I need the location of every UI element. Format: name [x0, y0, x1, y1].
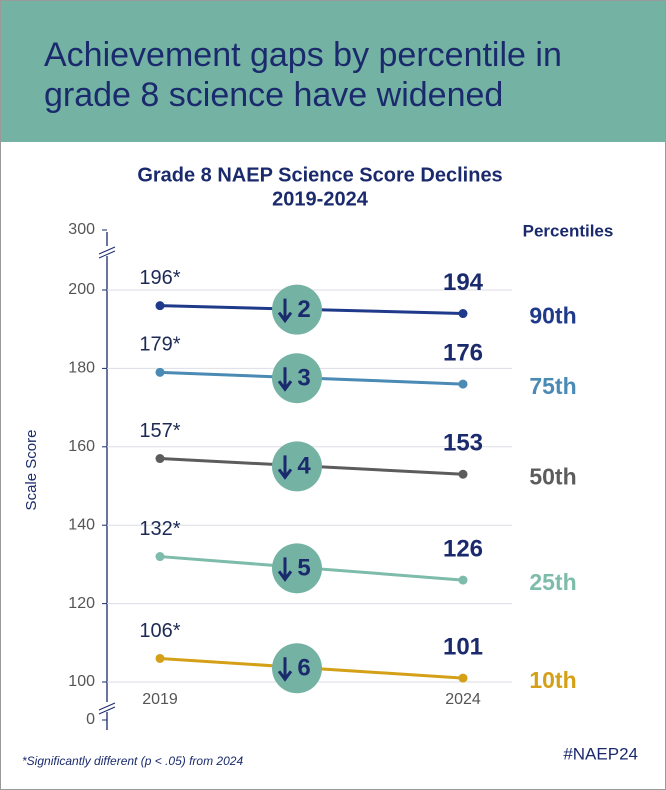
y-tick-label: 140	[68, 516, 95, 533]
data-point	[155, 367, 165, 377]
data-point	[155, 653, 165, 663]
y-tick-label: 180	[68, 360, 95, 377]
decline-value: 3	[297, 365, 310, 392]
y-tick-label: 120	[68, 595, 95, 612]
value-label: 194	[443, 269, 484, 296]
y-axis-title: Scale Score	[23, 430, 40, 511]
x-tick-label: 2019	[142, 691, 178, 708]
data-point	[458, 469, 468, 479]
data-point	[155, 301, 165, 311]
header-title: grade 8 science have widened	[44, 76, 503, 114]
x-tick-label: 2024	[445, 691, 481, 708]
decline-arrow	[277, 298, 293, 324]
value-label: 106*	[139, 620, 180, 642]
axis-break	[98, 246, 116, 255]
data-point	[155, 552, 165, 562]
axis-break	[98, 702, 116, 711]
decline-arrow	[277, 557, 293, 582]
legend-label: 90th	[529, 303, 576, 329]
data-point	[155, 454, 165, 464]
chart-title: 2019-2024	[272, 188, 369, 210]
value-label: 132*	[139, 518, 180, 540]
legend-title: Percentiles	[523, 221, 614, 240]
decline-value: 4	[297, 453, 311, 480]
decline-value: 6	[297, 655, 310, 682]
value-label: 196*	[139, 267, 180, 289]
legend-label: 10th	[529, 667, 576, 693]
y-tick-label: 200	[68, 281, 95, 298]
legend-label: 75th	[529, 373, 576, 399]
header-title: Achievement gaps by percentile in	[44, 36, 562, 74]
value-label: 179*	[139, 334, 180, 356]
value-label: 176	[443, 339, 483, 366]
data-point	[458, 575, 468, 585]
y-tick-label: 300	[68, 221, 95, 238]
y-tick-label: 0	[86, 711, 95, 728]
decline-arrow	[277, 657, 293, 682]
legend-label: 50th	[529, 463, 576, 489]
value-label: 126	[443, 535, 483, 562]
y-tick-label: 100	[68, 673, 95, 690]
footnote: *Significantly different (p < .05) from …	[22, 754, 243, 768]
data-point	[458, 309, 468, 319]
header-band	[1, 1, 665, 142]
decline-arrow	[277, 455, 293, 480]
chart-title: Grade 8 NAEP Science Score Declines	[137, 164, 502, 186]
decline-value: 2	[297, 296, 310, 323]
decline-arrow	[277, 367, 293, 392]
data-point	[458, 673, 468, 683]
data-point	[458, 379, 468, 389]
y-tick-label: 160	[68, 438, 95, 455]
hashtag: #NAEP24	[563, 744, 638, 763]
value-label: 101	[443, 633, 483, 660]
axis-break	[98, 706, 116, 715]
value-label: 153	[443, 430, 483, 457]
decline-value: 5	[297, 555, 310, 582]
legend-label: 25th	[529, 569, 576, 595]
axis-break	[98, 250, 116, 259]
value-label: 157*	[139, 420, 180, 442]
